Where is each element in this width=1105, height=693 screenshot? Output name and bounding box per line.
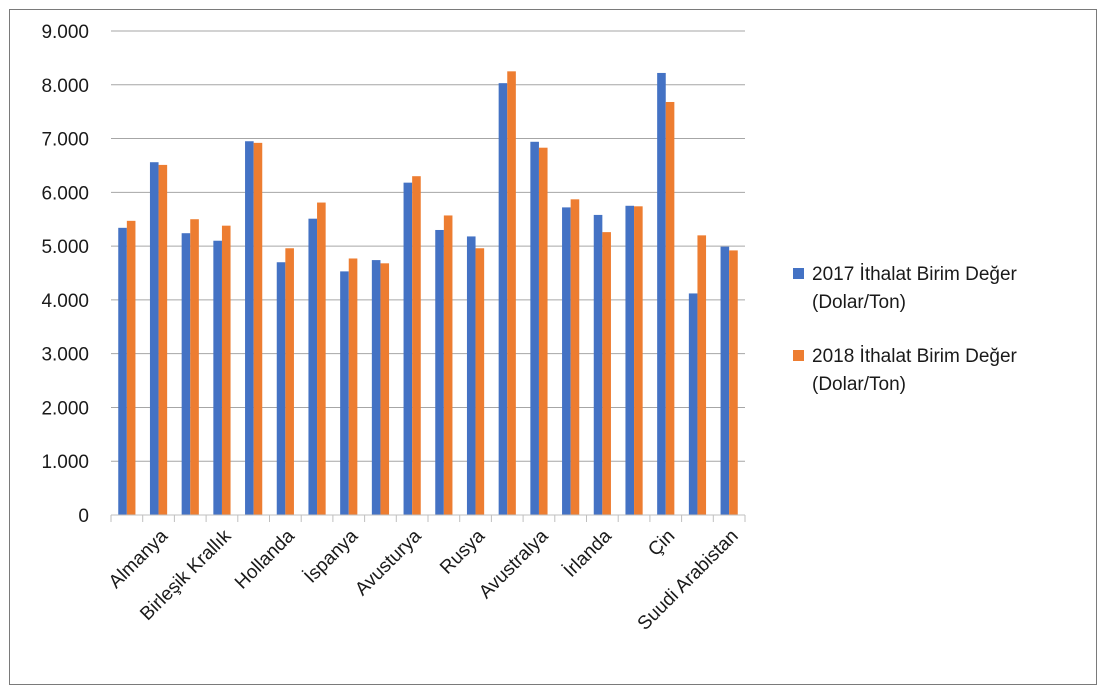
bar-2017	[530, 141, 539, 515]
y-tick-label: 5.000	[41, 237, 89, 258]
bar-2017	[308, 218, 318, 515]
bar-2018	[729, 250, 738, 515]
y-tick-label: 8.000	[41, 76, 89, 97]
bar-2018	[507, 71, 516, 516]
bar-2017	[213, 240, 222, 515]
bar-2017	[466, 236, 476, 516]
y-tick-label: 1.000	[41, 452, 89, 473]
y-tick-label: 4.000	[41, 291, 89, 312]
bar-2018	[570, 199, 580, 515]
y-tick-label: 6.000	[41, 183, 89, 204]
y-tick-label: 9.000	[41, 22, 89, 43]
bar-2018	[475, 248, 485, 516]
bar-2018	[158, 164, 168, 515]
legend-label-line: (Dolar/Ton)	[812, 292, 906, 313]
bar-2018	[348, 258, 358, 515]
gridlines	[111, 30, 745, 462]
legend-swatch	[793, 268, 804, 279]
bar-2017	[720, 246, 730, 515]
bar-2018	[634, 206, 643, 515]
legend: 2017 İthalat Birim Değer(Dolar/Ton)2018 …	[793, 264, 1018, 395]
bar-2018	[380, 263, 390, 515]
bar-2018	[697, 235, 707, 515]
legend-swatch	[793, 350, 804, 361]
bar-2018	[602, 232, 611, 515]
x-category-label: Hollanda	[231, 525, 299, 593]
bars	[118, 71, 738, 516]
y-axis: 0 1.000 2.000 3.000 4.000 5.000 6.000 7.000 8.00…	[41, 22, 89, 527]
bar-2017	[245, 141, 254, 515]
x-category-label: İrlanda	[560, 525, 616, 581]
bar-2018	[126, 220, 136, 515]
legend-item-2018: 2018 İthalat Birim Değer (Dolar/Ton)	[793, 346, 1018, 395]
legend-label-line: 2018 İthalat Birim Değer	[812, 346, 1018, 367]
bar-2017	[593, 214, 603, 516]
bar-2018	[665, 101, 675, 515]
x-category-label: Çin	[644, 526, 679, 561]
x-category-label: İspanya	[300, 525, 362, 587]
bar-2018	[285, 248, 294, 516]
bar-2017	[276, 262, 286, 515]
x-category-label: Avustralya	[475, 525, 553, 603]
x-category-label: Avusturya	[351, 525, 426, 600]
legend-label-line: (Dolar/Ton)	[812, 374, 906, 395]
bar-2018	[538, 147, 548, 515]
y-tick-label: 7.000	[41, 130, 89, 151]
bar-chart: 0 1.000 2.000 3.000 4.000 5.000 6.000 7.000 8.00…	[41, 22, 1018, 635]
y-tick-label: 0	[78, 506, 89, 527]
y-tick-label: 3.000	[41, 345, 89, 366]
bar-2018	[253, 142, 263, 515]
x-category-label: Rusya	[436, 525, 489, 578]
bar-2018	[443, 215, 453, 516]
bar-2017	[371, 260, 381, 515]
chart-frame: 0 1.000 2.000 3.000 4.000 5.000 6.000 7.000 8.00…	[9, 9, 1097, 685]
bar-2018	[190, 219, 199, 515]
bar-2017	[340, 271, 349, 515]
bar-2017	[118, 227, 127, 515]
bar-2017	[435, 229, 444, 515]
y-tick-label: 2.000	[41, 398, 89, 419]
bar-2017	[498, 83, 508, 516]
bar-2017	[403, 182, 413, 516]
bar-2017	[149, 162, 159, 515]
bar-2017	[657, 72, 666, 516]
bar-2018	[412, 176, 421, 515]
bar-2018	[221, 225, 231, 516]
bar-2017	[181, 233, 191, 515]
bar-2017	[562, 207, 571, 515]
bar-2018	[317, 202, 326, 515]
bar-2017	[625, 205, 635, 515]
legend-label-line: 2017 İthalat Birim Değer	[812, 264, 1018, 285]
legend-item-2017: 2017 İthalat Birim Değer (Dolar/Ton)	[793, 264, 1018, 313]
bar-2017	[688, 293, 698, 515]
